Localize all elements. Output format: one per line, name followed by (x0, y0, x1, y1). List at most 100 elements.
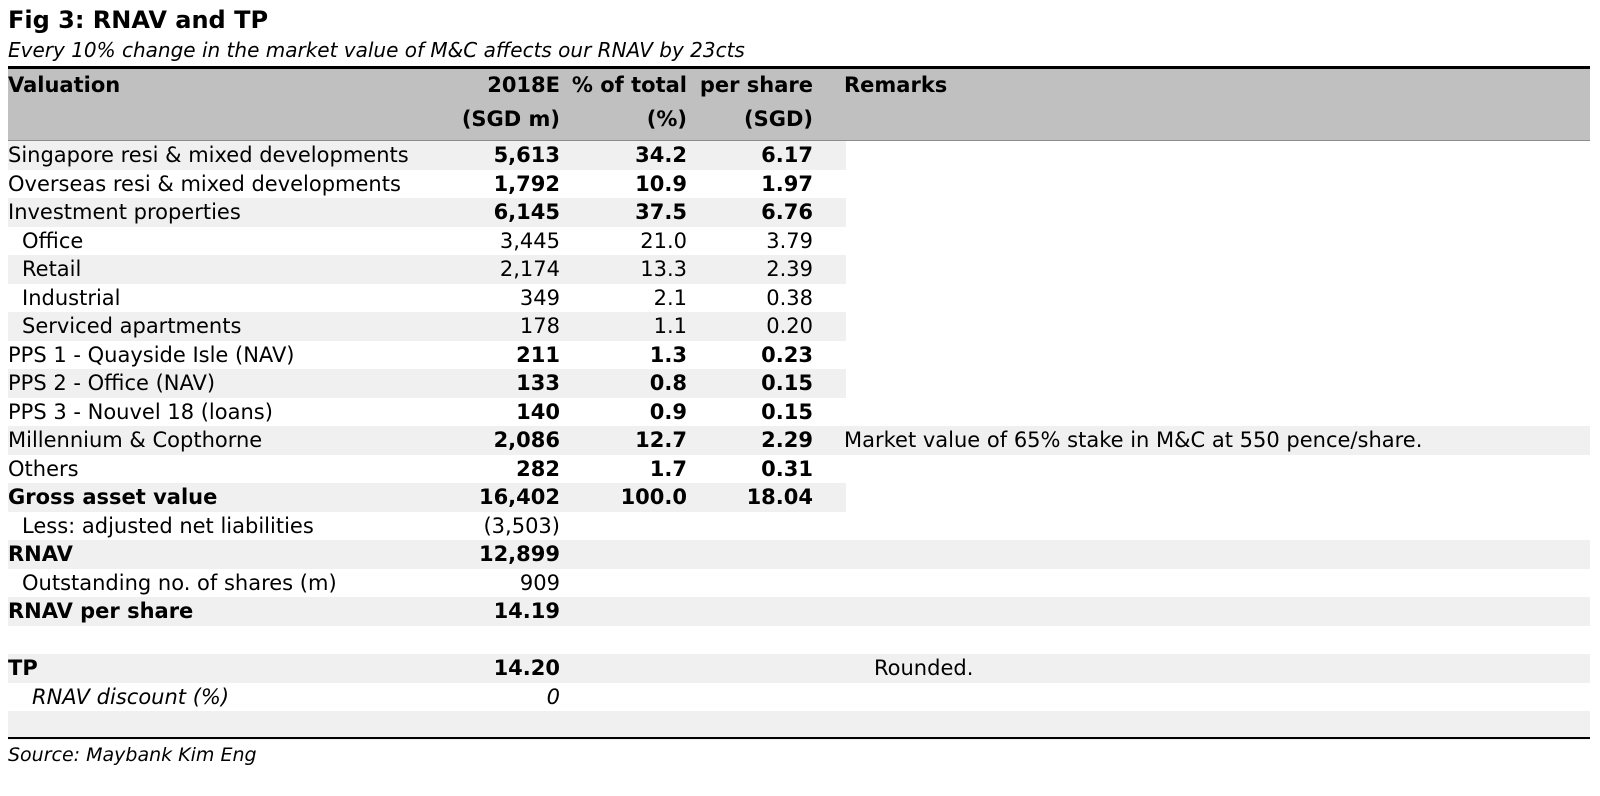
table-row: Retail 2,174 13.3 2.39 (8, 255, 1590, 284)
row-pct: 2.1 (653, 285, 687, 310)
header-valuation: Valuation (8, 73, 121, 97)
table-row-blank (8, 626, 1590, 655)
table-row: Less: adjusted net liabilities (3,503) (8, 512, 1590, 541)
row-pct: 10.9 (635, 171, 687, 196)
row-shading (8, 369, 846, 398)
row-shading (8, 426, 1590, 455)
row-label: Serviced apartments (22, 314, 242, 338)
table-row: TP 14.20 Rounded. (8, 654, 1590, 683)
row-per-share: 6.76 (761, 200, 813, 224)
row-value: 16,402 (478, 485, 560, 509)
row-per-share: 0.38 (766, 285, 813, 310)
table-row-blank (8, 711, 1590, 740)
row-per-share: 2.39 (766, 257, 813, 281)
table-row: Industrial 349 2.1 0.38 (8, 284, 1590, 313)
header-per-share: per share (699, 73, 813, 97)
row-label: TP (8, 656, 38, 680)
row-label: Outstanding no. of shares (m) (22, 570, 337, 595)
row-pct: 0.9 (649, 399, 687, 424)
row-shading (8, 654, 1590, 683)
row-value: 3,445 (499, 228, 560, 253)
row-per-share: 2.29 (761, 428, 813, 452)
row-per-share: 18.04 (746, 485, 813, 509)
row-shading (8, 255, 846, 284)
row-value: 5,613 (493, 143, 560, 167)
row-remark: Rounded. (874, 656, 974, 680)
row-label: Overseas resi & mixed developments (8, 171, 401, 196)
valuation-table: Valuation 2018E (SGD m) % of total (%) p… (8, 69, 1590, 740)
row-value: 6,145 (493, 200, 560, 224)
row-pct: 12.7 (635, 428, 687, 452)
header-2018e: 2018E (487, 73, 560, 97)
row-shading (8, 597, 1590, 626)
row-value: 211 (516, 342, 560, 367)
row-value: 14.20 (493, 656, 560, 680)
row-pct: 1.3 (649, 342, 687, 367)
row-value: 349 (519, 285, 560, 310)
table-row: RNAV per share 14.19 (8, 597, 1590, 626)
row-per-share: 0.15 (761, 371, 813, 395)
table-row: Others 282 1.7 0.31 (8, 455, 1590, 484)
row-shading (8, 141, 846, 170)
row-per-share: 3.79 (766, 228, 813, 253)
row-per-share: 0.15 (761, 399, 813, 424)
row-value: 2,174 (499, 257, 560, 281)
row-value: (3,503) (483, 513, 560, 538)
row-shading (8, 711, 1590, 740)
table-row: Investment properties 6,145 37.5 6.76 (8, 198, 1590, 227)
table-row: Office 3,445 21.0 3.79 (8, 227, 1590, 256)
row-per-share: 0.23 (761, 342, 813, 367)
table-row: Singapore resi & mixed developments 5,61… (8, 141, 1590, 170)
row-pct: 34.2 (635, 143, 687, 167)
row-label: Retail (22, 257, 82, 281)
table-row: Serviced apartments 178 1.1 0.20 (8, 312, 1590, 341)
header-remarks: Remarks (844, 73, 948, 97)
row-label: RNAV (8, 542, 73, 566)
row-label: RNAV per share (8, 599, 194, 623)
row-label: Millennium & Copthorne (8, 428, 263, 452)
row-shading (8, 540, 1590, 569)
row-label: Less: adjusted net liabilities (22, 513, 314, 538)
row-value: 14.19 (493, 599, 560, 623)
figure-title: Fig 3: RNAV and TP (8, 6, 269, 34)
table-row: PPS 1 - Quayside Isle (NAV) 211 1.3 0.23 (8, 341, 1590, 370)
table-row: Millennium & Copthorne 2,086 12.7 2.29 M… (8, 426, 1590, 455)
row-label: RNAV discount (%) (32, 684, 230, 709)
row-per-share: 0.31 (761, 456, 813, 481)
row-shading (8, 198, 846, 227)
source-note: Source: Maybank Kim Eng (8, 744, 257, 766)
row-pct: 37.5 (635, 200, 687, 224)
row-label: PPS 3 - Nouvel 18 (loans) (8, 399, 273, 424)
row-value: 282 (516, 456, 560, 481)
header-pct-total: % of total (571, 73, 687, 97)
table-row: Overseas resi & mixed developments 1,792… (8, 170, 1590, 199)
row-value: 909 (519, 570, 560, 595)
row-shading (8, 483, 846, 512)
row-pct: 100.0 (620, 485, 687, 509)
row-value: 1,792 (493, 171, 560, 196)
row-value: 0 (546, 684, 560, 709)
row-label: Investment properties (8, 200, 241, 224)
row-label: PPS 2 - Office (NAV) (8, 371, 216, 395)
row-per-share: 0.20 (766, 314, 813, 338)
row-label: Others (8, 456, 79, 481)
row-value: 12,899 (478, 542, 560, 566)
table-row: PPS 3 - Nouvel 18 (loans) 140 0.9 0.15 (8, 398, 1590, 427)
table-row: Gross asset value 16,402 100.0 18.04 (8, 483, 1590, 512)
row-value: 178 (519, 314, 560, 338)
bottom-rule (8, 737, 1590, 739)
row-pct: 0.8 (649, 371, 687, 395)
row-pct: 1.1 (653, 314, 687, 338)
row-label: Office (22, 228, 84, 253)
row-value: 2,086 (493, 428, 560, 452)
figure-subtitle: Every 10% change in the market value of … (8, 38, 745, 62)
row-label: PPS 1 - Quayside Isle (NAV) (8, 342, 295, 367)
header-2018e-unit: (SGD m) (461, 107, 560, 131)
row-label: Singapore resi & mixed developments (8, 143, 409, 167)
header-pct-unit: (%) (646, 107, 687, 131)
header-per-share-unit: (SGD) (744, 107, 813, 131)
table-row: PPS 2 - Office (NAV) 133 0.8 0.15 (8, 369, 1590, 398)
row-pct: 13.3 (640, 257, 687, 281)
row-per-share: 6.17 (761, 143, 813, 167)
table-row: RNAV 12,899 (8, 540, 1590, 569)
